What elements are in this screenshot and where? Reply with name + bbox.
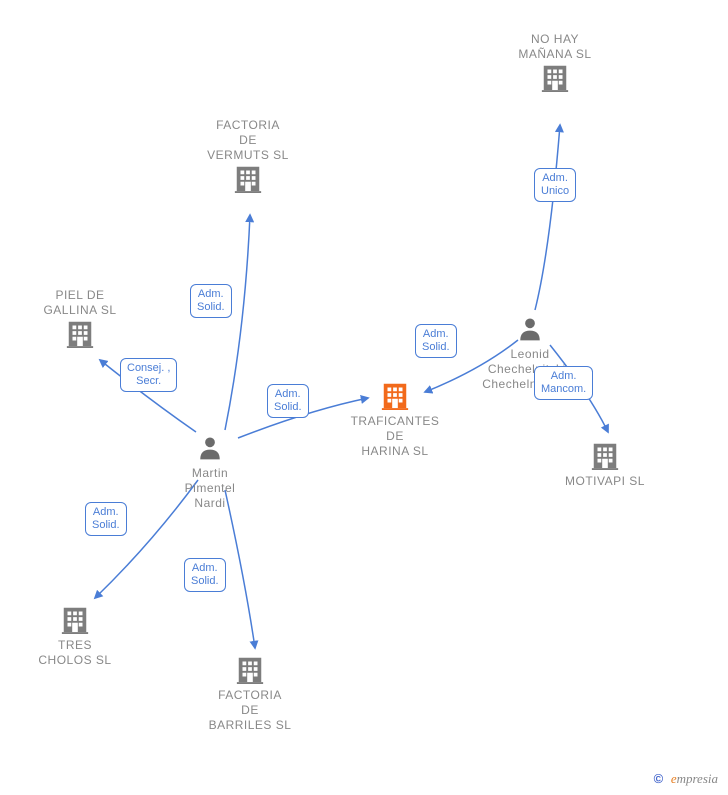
building-icon <box>540 62 570 92</box>
node-label: FACTORIA DE BARRILES SL <box>190 688 310 733</box>
edge-line <box>535 125 560 310</box>
node-label: PIEL DE GALLINA SL <box>20 288 140 318</box>
edge-label: Adm. Solid. <box>184 558 226 592</box>
person-icon <box>517 315 543 343</box>
node-label: TRES CHOLOS SL <box>15 638 135 668</box>
building-icon <box>60 604 90 634</box>
node-label: MOTIVAPI SL <box>545 474 665 489</box>
edge-line <box>225 215 250 430</box>
building-icon <box>380 380 410 410</box>
building-icon <box>65 318 95 348</box>
edge-label: Adm. Solid. <box>190 284 232 318</box>
diagram-canvas: NO HAY MAÑANA SL FACTORIA DE VERMUTS SL … <box>0 0 728 795</box>
brand-rest: mpresia <box>677 771 718 786</box>
edge-label: Adm. Mancom. <box>534 366 593 400</box>
node-tres_cholos[interactable]: TRES CHOLOS SL <box>15 604 135 668</box>
node-factoria_barriles[interactable]: FACTORIA DE BARRILES SL <box>190 654 310 733</box>
edge-label: Adm. Solid. <box>267 384 309 418</box>
edge-line <box>225 490 255 648</box>
copyright-symbol: © <box>654 771 664 786</box>
node-martin[interactable]: Martin Pimentel Nardi <box>150 434 270 511</box>
edge-label: Adm. Solid. <box>415 324 457 358</box>
node-label: FACTORIA DE VERMUTS SL <box>188 118 308 163</box>
building-icon <box>590 440 620 470</box>
edge-label: Adm. Unico <box>534 168 576 202</box>
building-icon <box>233 163 263 193</box>
node-label: TRAFICANTES DE HARINA SL <box>335 414 455 459</box>
node-label: Martin Pimentel Nardi <box>150 466 270 511</box>
node-factoria_vermuts[interactable]: FACTORIA DE VERMUTS SL <box>188 118 308 197</box>
edge-label: Adm. Solid. <box>85 502 127 536</box>
node-traficantes[interactable]: TRAFICANTES DE HARINA SL <box>335 380 455 459</box>
person-icon <box>197 434 223 462</box>
node-no_hay_manana[interactable]: NO HAY MAÑANA SL <box>495 32 615 96</box>
node-motivapi[interactable]: MOTIVAPI SL <box>545 440 665 489</box>
node-piel_de_gallina[interactable]: PIEL DE GALLINA SL <box>20 288 140 352</box>
building-icon <box>235 654 265 684</box>
node-label: NO HAY MAÑANA SL <box>495 32 615 62</box>
footer-copyright: © empresia <box>654 771 718 787</box>
edge-label: Consej. , Secr. <box>120 358 177 392</box>
